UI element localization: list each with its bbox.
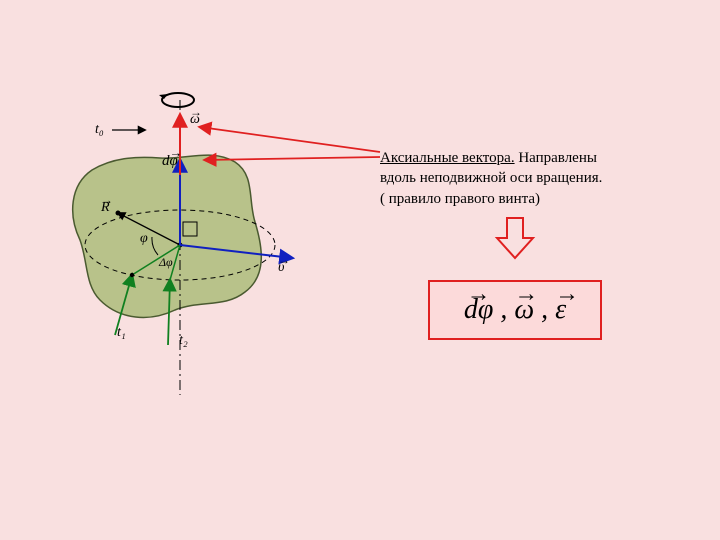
label-dphi: d→dφφ (162, 153, 178, 170)
label-upsilon: →υ (278, 260, 284, 276)
diagram-svg (0, 0, 720, 540)
label-t2: t₂ (179, 333, 188, 349)
label-phi: φ (140, 231, 148, 247)
diagram-canvas: t₀ t₁ t₂ →ω d→dφφ →R φ Δφ →υ Аксиальные … (0, 0, 720, 540)
label-Dphi: Δφ (159, 255, 173, 270)
formula-box: →dφ , →ω , →ε (428, 280, 602, 340)
label-t1: t₁ (117, 325, 126, 341)
label-t0: t₀ (95, 122, 104, 138)
label-R: →R (101, 200, 110, 216)
formula-content: →dφ , →ω , →ε (464, 294, 566, 326)
title-underlined: Аксиальные вектора. (380, 150, 515, 166)
description-text: Аксиальные вектора. Направлены вдоль неп… (380, 148, 680, 209)
label-omega: →ω (190, 112, 200, 128)
